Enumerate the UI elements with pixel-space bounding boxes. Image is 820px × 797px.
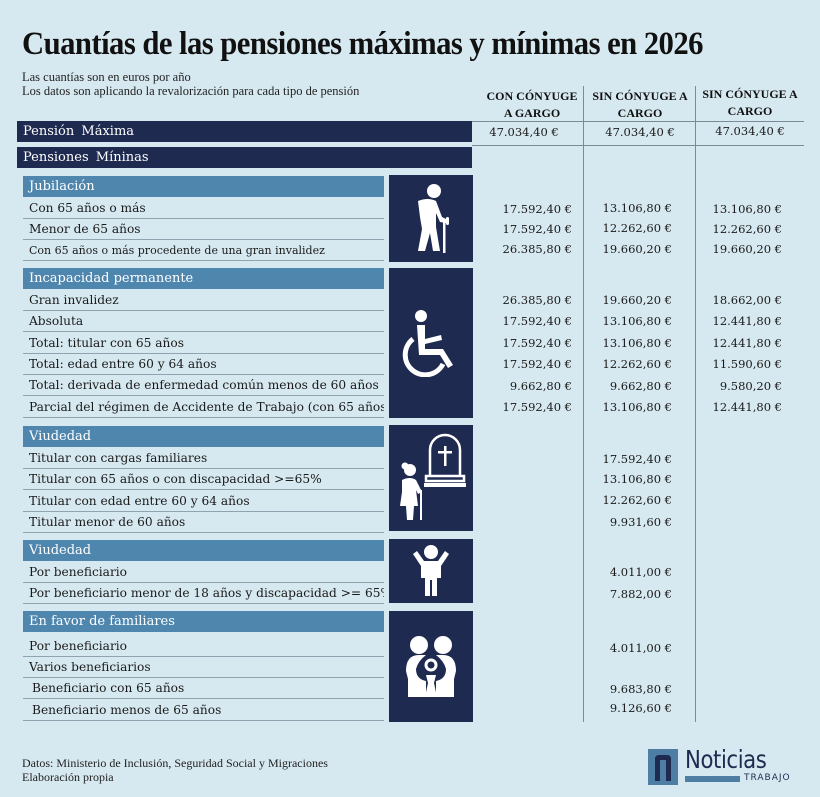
section-header-viudedad: Viudedad <box>23 426 384 447</box>
section-header-familiares: En favor de familiares <box>23 611 384 632</box>
table-row: Absoluta <box>23 311 384 332</box>
wheelchair-icon <box>389 268 473 418</box>
cell-value: 19.660,20 € <box>602 242 673 256</box>
pensiones-minimas-bar: Pensiones Míninas <box>17 147 472 168</box>
cell-value: 4.011,00 € <box>609 641 672 655</box>
cell-value: 12.262,60 € <box>602 221 673 235</box>
cell-value: 13.106,80 € <box>602 314 673 328</box>
cell-value: 17.592,40 € <box>602 452 673 466</box>
section-header-viudedad-orfandad: Viudedad <box>23 540 384 561</box>
divider <box>472 145 804 146</box>
maxima-value: 47.034,40 € <box>489 125 559 139</box>
column-header-sin-conyuge-1: SIN CÓNYUGE A CARGO <box>592 89 688 120</box>
cell-value: 13.106,80 € <box>712 202 783 216</box>
logo-subtitle: TRABAJO <box>744 773 791 783</box>
table-row: Con 65 años o más <box>23 198 384 219</box>
section-header-incapacidad: Incapacidad permanente <box>23 268 384 289</box>
subtitle: Las cuantías son en euros por año Los da… <box>22 70 359 98</box>
subtitle-note: Los datos son aplicando la revalorizació… <box>22 84 360 98</box>
cell-value: 12.441,80 € <box>712 314 783 328</box>
pension-maxima-bar: Pensión Máxima <box>17 121 472 142</box>
cell-value: 12.441,80 € <box>712 400 783 414</box>
cell-value: 12.262,60 € <box>602 493 673 507</box>
cell-value: 9.662,80 € <box>609 379 672 393</box>
column-header-sin-conyuge-2: SIN CÓNYUGE A CARGO <box>702 87 798 118</box>
table-row: Por beneficiario <box>23 636 384 657</box>
table-row: Titular con cargas familiares <box>23 448 384 469</box>
table-row: Gran invalidez <box>23 290 384 311</box>
table-row: Beneficiario con 65 años <box>23 678 384 699</box>
table-row: Parcial del régimen de Accidente de Trab… <box>23 397 384 418</box>
cell-value: 11.590,60 € <box>712 357 783 371</box>
cell-value: 19.660,20 € <box>602 293 673 307</box>
table-row: Total: titular con 65 años <box>23 333 384 354</box>
column-header-con-conyuge: CON CÓNYUGE A GARGO <box>486 89 578 120</box>
cell-value: 7.882,00 € <box>609 587 672 601</box>
maxima-value: 47.034,40 € <box>605 125 675 139</box>
table-row: Total: edad entre 60 y 64 años <box>23 354 384 375</box>
table-row: Varios beneficiarios <box>23 657 384 678</box>
child-arms-up-icon <box>389 539 473 603</box>
table-row: Menor de 65 años <box>23 219 384 240</box>
cell-value: 12.262,60 € <box>712 222 783 236</box>
cell-value: 9.580,20 € <box>719 379 782 393</box>
cell-value: 13.106,80 € <box>602 400 673 414</box>
cell-value: 17.592,40 € <box>502 314 573 328</box>
logo-mark <box>648 749 678 785</box>
elderly-person-cane-icon <box>389 175 473 262</box>
cell-value: 13.106,80 € <box>602 201 673 215</box>
cell-value: 18.662,00 € <box>712 293 783 307</box>
cell-value: 9.931,60 € <box>609 515 672 529</box>
table-row: Por beneficiario <box>23 562 384 583</box>
logo-bar <box>685 776 740 782</box>
cell-value: 26.385,80 € <box>502 242 573 256</box>
table-row: Por beneficiario menor de 18 años y disc… <box>23 583 384 604</box>
cell-value: 12.441,80 € <box>712 336 783 350</box>
table-row: Titular con edad entre 60 y 64 años <box>23 491 384 512</box>
table-row: Con 65 años o más procedente de una gran… <box>23 240 384 261</box>
cell-value: 12.262,60 € <box>602 357 673 371</box>
page-title: Cuantías de las pensiones máximas y míni… <box>22 26 703 62</box>
cell-value: 13.106,80 € <box>602 472 673 486</box>
cell-value: 26.385,80 € <box>502 293 573 307</box>
cell-value: 17.592,40 € <box>502 357 573 371</box>
cell-value: 9.126,60 € <box>609 701 672 715</box>
logo-wordmark: Noticias <box>685 745 767 774</box>
cell-value: 9.683,80 € <box>609 682 672 696</box>
footer: Datos: Ministerio de Inclusión, Segurida… <box>22 756 328 784</box>
cell-value: 9.662,80 € <box>509 379 572 393</box>
table-row: Titular menor de 60 años <box>23 512 384 533</box>
cell-value: 17.592,40 € <box>502 336 573 350</box>
noticias-trabajo-logo: Noticias TRABAJO <box>648 745 793 785</box>
widow-gravestone-icon <box>389 425 473 531</box>
table-row: Titular con 65 años o con discapacidad >… <box>23 469 384 490</box>
cell-value: 19.660,20 € <box>712 242 783 256</box>
cell-value: 4.011,00 € <box>609 565 672 579</box>
cell-value: 17.592,40 € <box>502 222 573 236</box>
family-icon <box>389 611 473 722</box>
maxima-value: 47.034,40 € <box>715 124 785 138</box>
cell-value: 17.592,40 € <box>502 400 573 414</box>
table-row: Beneficiario menos de 65 años <box>23 700 384 721</box>
section-header-jubilacion: Jubilación <box>23 176 384 197</box>
divider <box>472 121 804 122</box>
cell-value: 17.592,40 € <box>502 202 573 216</box>
source-note: Datos: Ministerio de Inclusión, Segurida… <box>22 756 328 770</box>
column-divider <box>695 86 696 722</box>
credit-note: Elaboración propia <box>22 770 114 784</box>
cell-value: 13.106,80 € <box>602 336 673 350</box>
column-divider <box>583 86 584 722</box>
table-row: Total: derivada de enfermedad común meno… <box>23 375 384 396</box>
subtitle-units: Las cuantías son en euros por año <box>22 70 191 84</box>
